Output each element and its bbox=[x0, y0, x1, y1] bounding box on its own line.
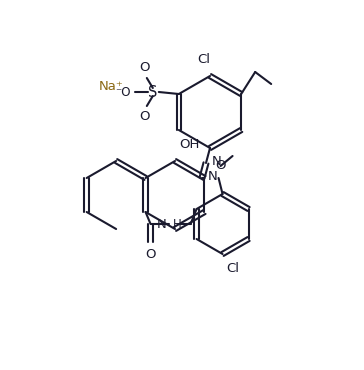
Text: Na⁺: Na⁺ bbox=[98, 80, 123, 92]
Text: H: H bbox=[173, 218, 181, 231]
Text: N: N bbox=[208, 169, 218, 182]
Text: O: O bbox=[139, 110, 150, 123]
Text: O: O bbox=[139, 61, 150, 74]
Text: Cl: Cl bbox=[226, 262, 240, 275]
Text: Cl: Cl bbox=[198, 53, 210, 66]
Text: S: S bbox=[148, 84, 158, 100]
Text: O: O bbox=[215, 159, 226, 172]
Text: OH: OH bbox=[179, 138, 199, 151]
Text: O: O bbox=[145, 248, 156, 261]
Text: N: N bbox=[212, 155, 222, 168]
Text: ⁻O: ⁻O bbox=[115, 85, 131, 98]
Text: N: N bbox=[157, 218, 167, 231]
